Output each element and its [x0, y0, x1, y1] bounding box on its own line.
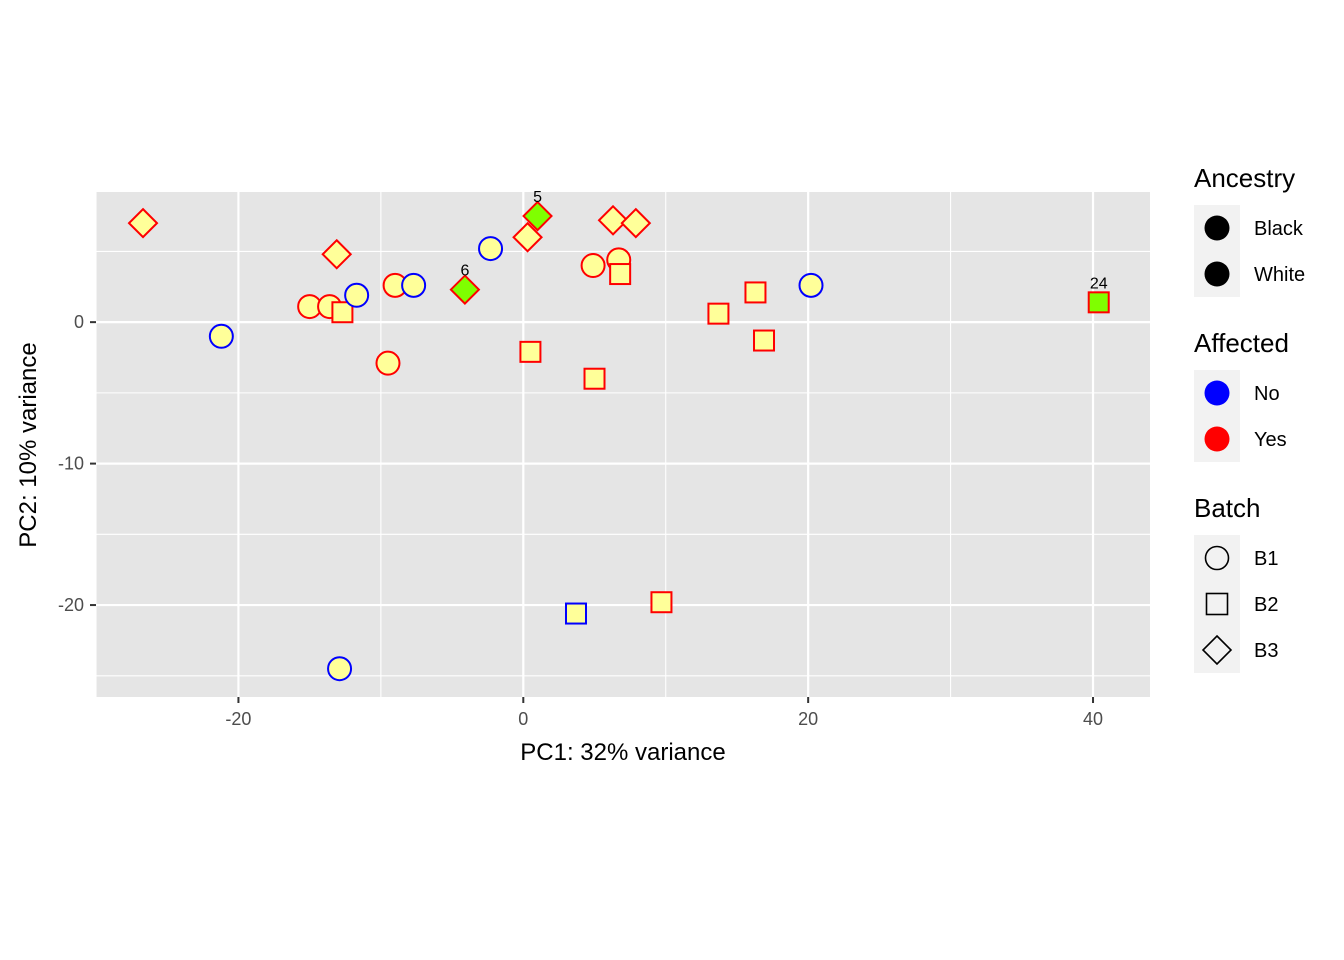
- legend-label-black: Black: [1254, 218, 1304, 240]
- legend-label-b3: B3: [1254, 640, 1278, 662]
- x-tick-label: 0: [518, 709, 528, 729]
- data-point: [331, 301, 354, 324]
- legend-key-b3: [1201, 634, 1233, 666]
- data-point: [401, 272, 427, 298]
- point-label: 6: [460, 263, 469, 280]
- data-point: [744, 281, 767, 304]
- x-axis-title: PC1: 32% variance: [520, 739, 725, 766]
- data-point: [650, 591, 673, 614]
- minor-gridlines: [95, 192, 1150, 697]
- major-gridlines: [96, 192, 1150, 697]
- y-axis-title: PC2: 10% variance: [15, 342, 42, 547]
- point-labels: 6 5 24: [460, 189, 1107, 292]
- legend-label-b1: B1: [1254, 548, 1278, 570]
- data-point: [1087, 291, 1110, 314]
- data-point: [344, 282, 370, 308]
- y-tick-label: -20: [58, 595, 84, 615]
- data-point: [620, 207, 652, 239]
- data-point: [327, 656, 353, 682]
- point-label: 5: [533, 189, 542, 206]
- data-point: [564, 602, 587, 625]
- legend-key-black: [1204, 215, 1230, 241]
- legend-title-batch: Batch: [1194, 493, 1261, 523]
- data-point: [707, 302, 730, 325]
- legend-key-no: [1204, 380, 1230, 406]
- legend-label-no: No: [1254, 383, 1280, 405]
- legend-key-yes: [1204, 426, 1230, 452]
- y-tick-label: -10: [58, 454, 84, 474]
- data-point: [597, 204, 629, 236]
- x-tick-label: 40: [1083, 709, 1103, 729]
- legend-label-b2: B2: [1254, 594, 1278, 616]
- legend: Ancestry Black White Affected No Yes Batch B1 B2…: [1194, 163, 1305, 673]
- data-point: [512, 221, 543, 253]
- legend-key-background: [1194, 535, 1240, 673]
- legend-title-affected: Affected: [1194, 328, 1289, 358]
- legend-key-b1: [1204, 545, 1230, 571]
- point-label: 24: [1090, 275, 1108, 292]
- x-tick-label: 20: [798, 709, 818, 729]
- data-point: [609, 263, 632, 286]
- data-point: [321, 238, 353, 270]
- x-tick-label: -20: [225, 709, 251, 729]
- data-point: [449, 274, 481, 306]
- data-point: [478, 236, 504, 262]
- data-point: [580, 253, 606, 279]
- data-point: [753, 329, 776, 352]
- data-points: [127, 200, 1110, 682]
- data-point: [522, 200, 553, 232]
- legend-label-yes: Yes: [1254, 429, 1287, 451]
- legend-label-white: White: [1254, 264, 1305, 286]
- y-tick-label: 0: [74, 312, 84, 332]
- legend-key-white: [1204, 261, 1230, 287]
- data-point: [375, 350, 401, 376]
- legend-key-b2: [1205, 592, 1229, 616]
- x-axis-ticks: -20 0 20 40: [225, 697, 1103, 729]
- y-axis-ticks: -20 -10 0: [58, 312, 96, 615]
- data-point: [519, 340, 542, 363]
- data-point: [127, 207, 159, 239]
- data-point: [583, 367, 606, 390]
- data-point: [208, 323, 234, 349]
- data-point: [798, 272, 824, 298]
- legend-title-ancestry: Ancestry: [1194, 163, 1295, 193]
